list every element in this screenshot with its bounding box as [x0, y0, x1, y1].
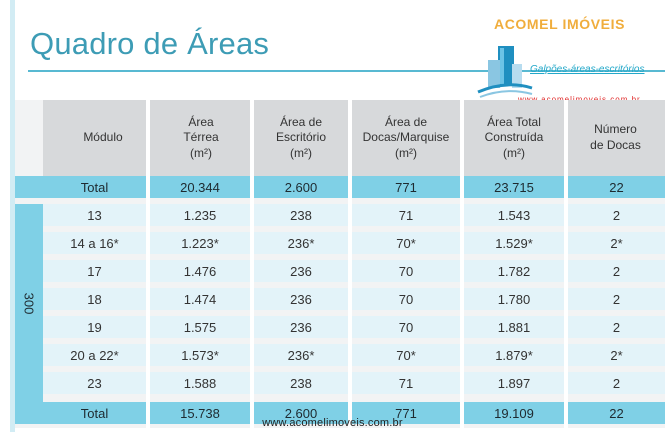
header-area-escritorio: Área de Escritório (m²) [252, 100, 350, 176]
header-area-terrea: Área Térrea (m²) [150, 100, 252, 176]
table-cell: 771 [395, 179, 417, 195]
table-cell: 17 [87, 263, 102, 279]
table-cell: 70* [396, 235, 416, 251]
table-cell: 2 [612, 291, 621, 307]
table-cell: 2* [610, 235, 623, 251]
table-cell: 71 [398, 207, 414, 223]
row-band [43, 372, 665, 394]
table-cell: 1.474 [183, 291, 217, 307]
column-divider [348, 100, 352, 428]
footer-watermark-url: www.acomelimoveis.com.br [262, 417, 403, 429]
table-cell: 71 [398, 375, 414, 391]
row-band [43, 204, 665, 226]
table-cell: 13 [87, 207, 102, 223]
table-cell: 236 [290, 291, 312, 307]
header-area-docas: Área de Docas/Marquise (m²) [350, 100, 462, 176]
logo-url: www.acomelimoveis.com.br [518, 95, 641, 104]
table-cell: 2 [612, 263, 621, 279]
row-band [43, 344, 665, 366]
table-cell: 23 [87, 375, 102, 391]
table-cell: 20 a 22* [70, 347, 119, 363]
row-band [43, 316, 665, 338]
page-title: Quadro de Áreas [30, 26, 270, 61]
row-band [43, 260, 665, 282]
left-accent-bar [10, 0, 15, 432]
group-label: 300 [15, 204, 43, 402]
table-cell: 1.235 [183, 207, 217, 223]
table-cell: 1.780 [497, 291, 531, 307]
table-cell: Total [80, 405, 109, 421]
logo-tagline: Galpões-áreas-escritórios [530, 64, 645, 75]
table-cell: 238 [290, 375, 312, 391]
column-divider [146, 100, 150, 428]
areas-table: Módulo Área Térrea (m²) Área de Escritór… [15, 100, 665, 428]
table-cell: 20.344 [180, 179, 220, 195]
total-row-band [15, 402, 665, 424]
header-numero-docas: Número de Docas [566, 100, 665, 176]
column-divider [250, 100, 254, 428]
table-cell: 18 [87, 291, 102, 307]
table-cell: 70 [398, 319, 414, 335]
table-cell: 22 [609, 179, 624, 195]
header-modulo: Módulo [43, 100, 163, 176]
header-area-total: Área Total Construída (m²) [462, 100, 566, 176]
table-cell: 1.543 [497, 207, 531, 223]
table-cell: 2.600 [284, 405, 318, 421]
table-cell: 1.881 [497, 319, 531, 335]
table-cell: 2 [612, 375, 621, 391]
table-cell: 771 [395, 405, 417, 421]
table-cell: 236* [287, 235, 315, 251]
table-cell: 19 [87, 319, 102, 335]
table-cell: 19.109 [494, 405, 534, 421]
table-cell: Total [80, 179, 109, 195]
table-cell: 1.575 [183, 319, 217, 335]
table-cell: 15.738 [180, 405, 220, 421]
table-cell: 1.476 [183, 263, 217, 279]
column-divider [460, 100, 464, 428]
table-cell: 2 [612, 207, 621, 223]
logo-company-name: ACOMEL IMÓVEIS [494, 16, 626, 32]
table-cell: 14 a 16* [70, 235, 119, 251]
table-cell: 2* [610, 347, 623, 363]
table-cell: 1.529* [495, 235, 533, 251]
table-cell: 236 [290, 319, 312, 335]
table-cell: 2.600 [284, 179, 318, 195]
buildings-icon [477, 46, 533, 98]
title-underline [28, 70, 665, 72]
column-divider [564, 100, 568, 428]
total-row-band [15, 176, 665, 198]
table-cell: 1.897 [497, 375, 531, 391]
table-cell: 22 [609, 405, 624, 421]
table-cell: 70 [398, 263, 414, 279]
table-cell: 23.715 [494, 179, 534, 195]
table-cell: 70* [396, 347, 416, 363]
table-cell: 1.879* [495, 347, 533, 363]
table-cell: 1.223* [181, 235, 219, 251]
row-band [43, 288, 665, 310]
table-cell: 1.782 [497, 263, 531, 279]
table-cell: 1.588 [183, 375, 217, 391]
table-cell: 70 [398, 291, 414, 307]
table-cell: 238 [290, 207, 312, 223]
table-cell: 1.573* [181, 347, 219, 363]
table-cell: 236* [287, 347, 315, 363]
table-cell: 236 [290, 263, 312, 279]
company-logo: ACOMEL IMÓVEIS Galpões-áreas-escritórios… [472, 12, 665, 107]
row-band [43, 232, 665, 254]
table-cell: 2 [612, 319, 621, 335]
